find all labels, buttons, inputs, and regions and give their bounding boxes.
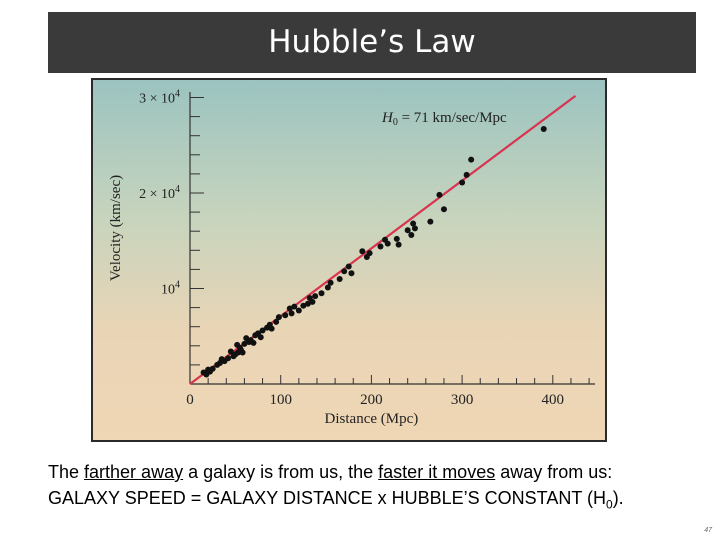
data-point	[300, 302, 307, 309]
data-point	[345, 263, 352, 270]
data-point	[257, 334, 264, 341]
data-point	[327, 279, 334, 286]
y-tick-label: 3 × 104	[139, 89, 180, 107]
data-point	[411, 225, 418, 232]
data-point	[366, 250, 373, 257]
data-point	[259, 327, 266, 334]
data-point	[304, 300, 311, 307]
data-point	[463, 171, 470, 178]
data-point	[273, 318, 280, 325]
data-point	[324, 284, 331, 291]
title-bar: Hubble’s Law	[48, 12, 696, 73]
data-point	[395, 241, 402, 248]
data-point	[410, 220, 417, 227]
data-point	[250, 339, 257, 346]
data-point	[241, 340, 248, 347]
data-point	[336, 275, 343, 282]
caption-line-2: GALAXY SPEED = GALAXY DISTANCE x HUBBLE’…	[48, 485, 708, 518]
data-point	[286, 305, 293, 312]
data-point	[440, 206, 447, 213]
data-point	[468, 156, 475, 163]
y-axis-label: Velocity (km/sec)	[108, 175, 124, 281]
data-point	[288, 310, 295, 317]
data-point	[268, 325, 275, 332]
data-point	[384, 240, 391, 247]
x-axis-label: Distance (Mpc)	[325, 411, 419, 427]
x-tick-label: 300	[451, 392, 474, 408]
caption-text: a galaxy is from us, the	[183, 462, 379, 482]
data-point	[312, 293, 319, 300]
data-point	[318, 290, 325, 297]
data-point	[282, 312, 289, 319]
data-point	[227, 348, 234, 355]
data-point	[404, 227, 411, 234]
data-point	[459, 179, 466, 186]
data-point	[275, 314, 282, 321]
data-point	[309, 298, 316, 305]
data-point	[408, 232, 415, 239]
caption: The farther away a galaxy is from us, th…	[48, 459, 708, 518]
x-tick-label: 200	[360, 392, 383, 408]
data-point	[436, 191, 443, 198]
caption-text: The	[48, 462, 85, 482]
x-tick-label: 0	[186, 392, 194, 408]
data-point	[291, 303, 298, 310]
formula-subscript: 0	[606, 497, 613, 512]
caption-emphasis-faster-it-moves: faster it moves	[378, 462, 496, 482]
data-point	[239, 349, 246, 356]
data-point	[348, 270, 355, 277]
x-tick-label: 400	[542, 392, 565, 408]
caption-line-1: The farther away a galaxy is from us, th…	[48, 459, 708, 485]
data-point	[209, 365, 216, 372]
data-point	[295, 307, 302, 314]
x-tick-label: 100	[269, 392, 292, 408]
hubble-constant-annotation: H0 = 71 km/sec/Mpc	[381, 110, 507, 128]
data-point	[393, 235, 400, 242]
data-point	[377, 243, 384, 250]
formula-text: GALAXY SPEED = GALAXY DISTANCE x HUBBLE’…	[48, 488, 606, 508]
data-point	[225, 355, 232, 362]
caption-text: away from us:	[495, 462, 613, 482]
data-point	[359, 248, 366, 255]
data-point	[427, 218, 434, 225]
y-tick-label: 2 × 104	[139, 184, 180, 202]
data-point	[540, 126, 547, 133]
hubble-scatter-plot: 0 100 200 300 400 104 2 × 104 3 × 104 Distance (…	[108, 89, 595, 427]
data-point	[341, 268, 348, 275]
slide-title: Hubble’s Law	[268, 24, 476, 60]
slide-number: 47	[704, 527, 712, 534]
y-tick-label: 104	[161, 280, 180, 298]
caption-emphasis-farther-away: farther away	[84, 462, 184, 482]
hubble-chart: 0 100 200 300 400 104 2 × 104 3 × 104 Distance (…	[91, 78, 607, 442]
formula-text: ).	[612, 488, 624, 508]
